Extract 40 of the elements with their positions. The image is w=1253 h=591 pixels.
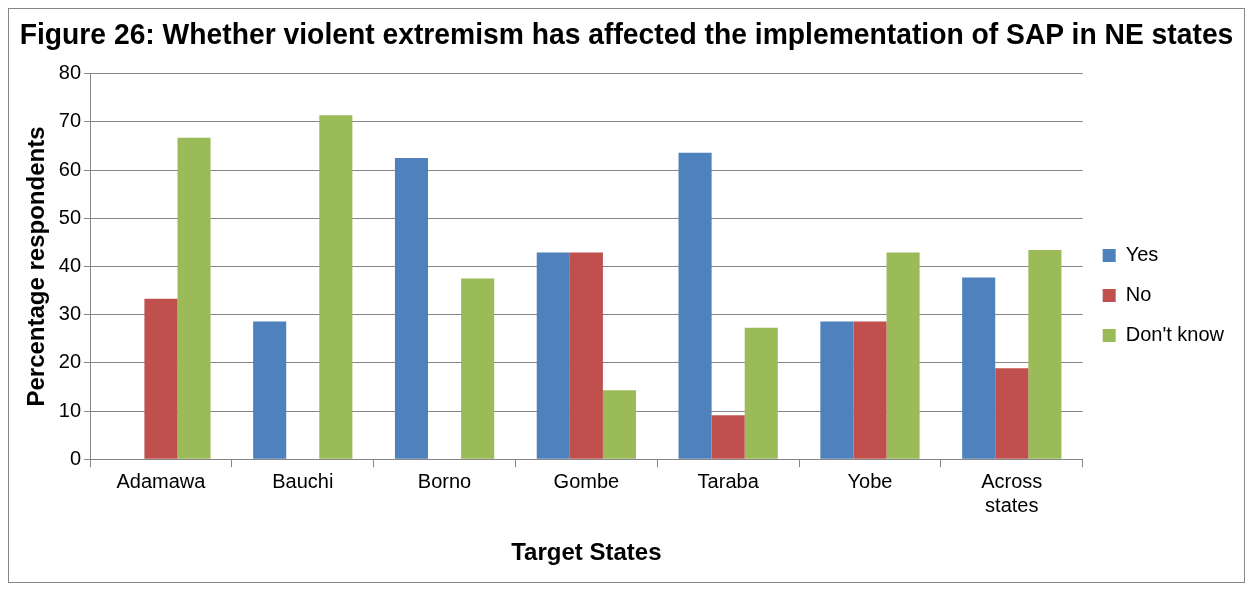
legend-label: Don't know — [1125, 323, 1225, 346]
y-tick-label: 80 — [58, 61, 82, 84]
x-tick-label: Borno — [417, 469, 472, 492]
x-tick-label: Taraba — [697, 469, 760, 492]
y-tick-label: 0 — [69, 446, 82, 469]
bar — [886, 252, 920, 459]
y-tick-label: 10 — [58, 398, 82, 421]
bar — [253, 321, 287, 459]
bar — [744, 327, 778, 459]
bar — [144, 298, 178, 459]
bar — [820, 321, 854, 459]
bar — [602, 390, 636, 459]
y-axis-title: Percentage respondents — [22, 126, 50, 407]
y-tick-label: 30 — [58, 302, 82, 325]
legend-label: Yes — [1125, 243, 1159, 266]
bar — [962, 277, 996, 459]
x-tick-label: Bauchi — [272, 469, 334, 492]
legend-label: No — [1125, 283, 1152, 306]
x-tick-label: Yobe — [847, 469, 893, 492]
y-tick-label: 60 — [58, 157, 82, 180]
y-tick-label: 50 — [58, 205, 82, 228]
x-tick-label: Gombe — [553, 469, 620, 492]
x-tick-label: Adamawa — [116, 469, 207, 492]
bar — [678, 152, 712, 459]
bar — [461, 278, 495, 459]
bar — [319, 115, 353, 459]
bar — [394, 158, 429, 459]
y-tick-label: 70 — [58, 109, 82, 132]
bar — [1028, 250, 1062, 459]
chart-title: Figure 26: Whether violent extremism has affected the implementation of SAP in NE states — [19, 18, 1234, 51]
x-axis-title: Target States — [511, 538, 662, 566]
bar — [853, 321, 887, 459]
y-tick-label: 20 — [58, 350, 82, 373]
bar — [995, 368, 1029, 459]
bar — [177, 137, 211, 459]
y-tick-label: 40 — [58, 254, 82, 277]
x-tick-label: Across states — [981, 469, 1043, 516]
bar — [569, 252, 603, 459]
bar — [536, 252, 570, 459]
bar — [711, 415, 745, 459]
